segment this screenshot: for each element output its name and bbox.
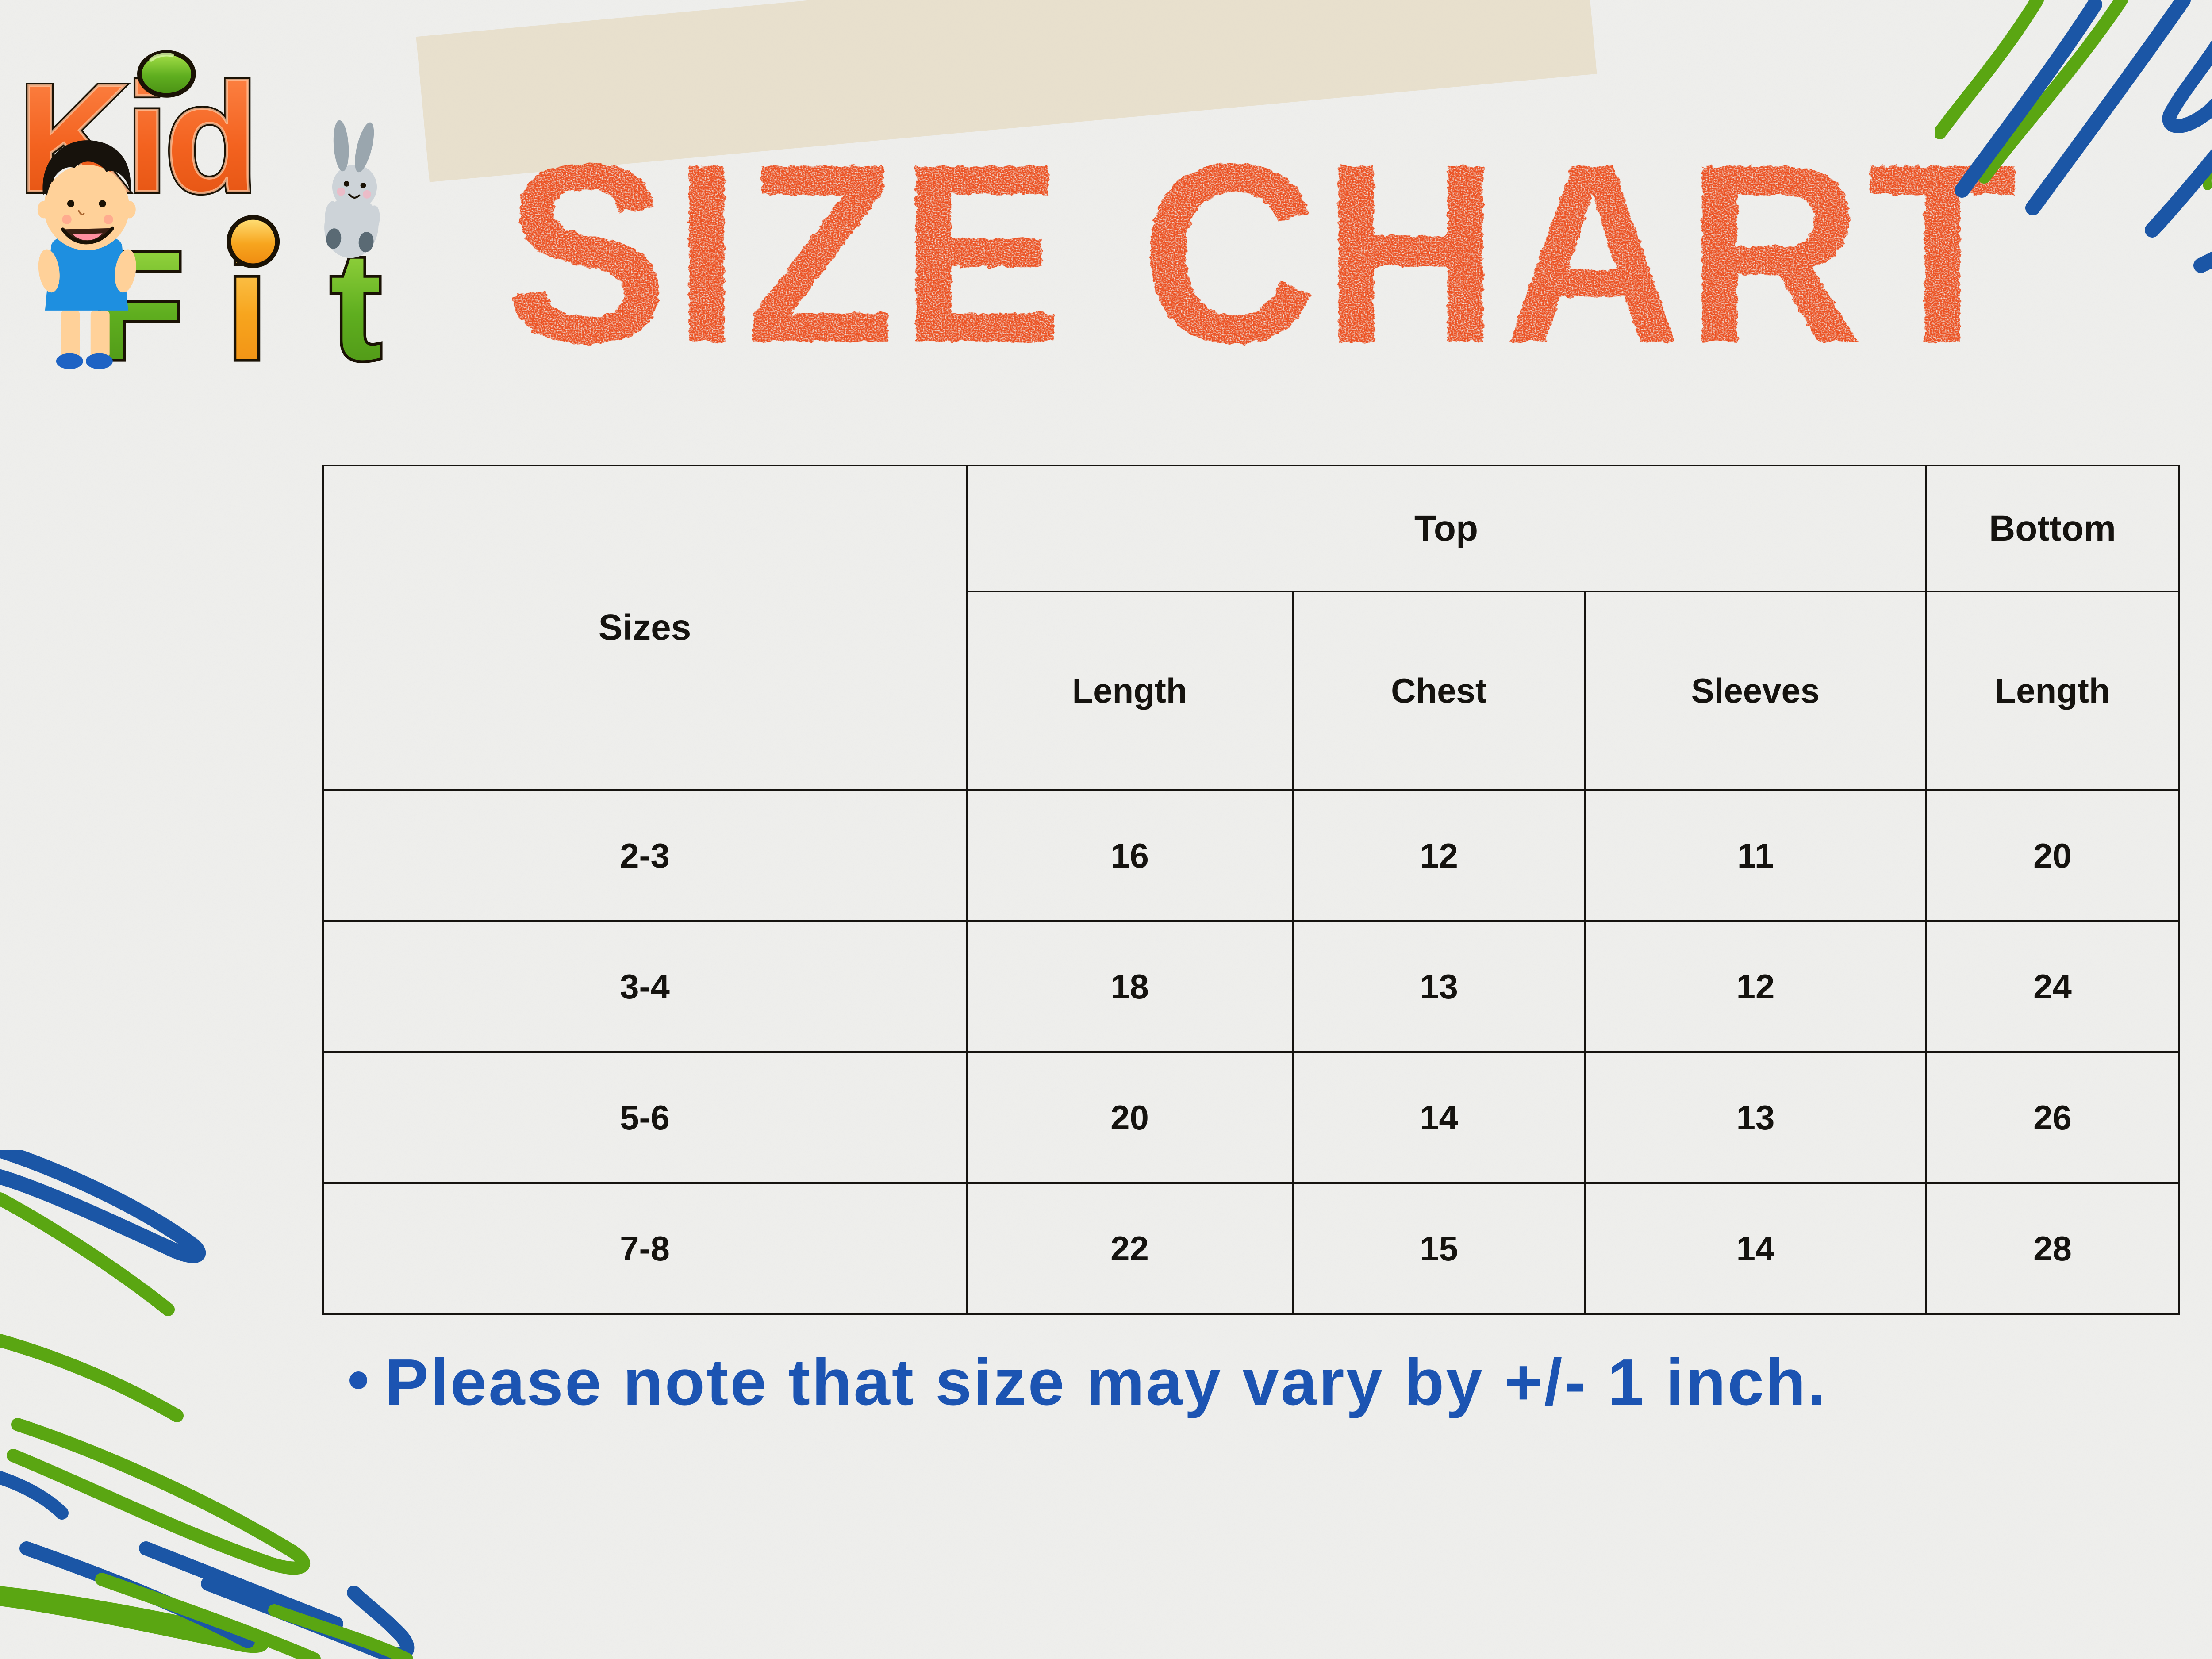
svg-text:SIZE CHART: SIZE CHART [504, 110, 2022, 394]
